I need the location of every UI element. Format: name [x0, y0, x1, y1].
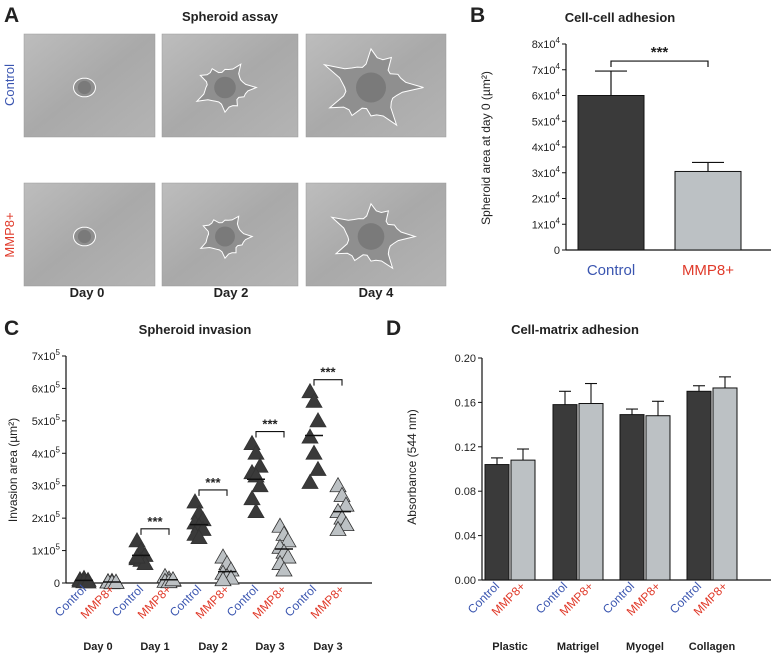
x-tick-label: Control [587, 262, 635, 279]
panel-d-ylabel: Absorbance (544 nm) [405, 409, 419, 524]
y-tick-label: 1x105 [32, 543, 61, 558]
panel-b-title: Cell-cell adhesion [565, 10, 676, 25]
y-tick-label: 0.08 [455, 486, 476, 498]
x-tick-label: MMP8+ [682, 262, 734, 279]
bar-collagen-mmp8 [712, 387, 738, 581]
y-tick-label: 8x104 [532, 36, 561, 51]
point-control [301, 473, 319, 489]
significance-label: *** [651, 44, 669, 61]
chart-b: 0 1x104 2x104 3x104 4x104 5x104 6x104 7x104 8x10… [532, 36, 771, 279]
significance-label: *** [262, 417, 278, 432]
y-tick-label: 0.12 [455, 442, 476, 454]
y-tick-label: 0.16 [455, 397, 476, 409]
panel-letter-d: D [386, 317, 401, 340]
panel-letter-a: A [4, 4, 19, 27]
panel-c-title: Spheroid invasion [139, 322, 252, 337]
y-tick-label: 4x105 [32, 445, 61, 460]
panel-d-title: Cell-matrix adhesion [511, 322, 639, 337]
chart-c: 01x1052x1053x1054x1055x1056x1057x105Cont… [32, 348, 372, 653]
significance-bracket [140, 528, 170, 535]
y-tick-label: 0.00 [455, 575, 476, 587]
bar-matrigel-control [552, 404, 578, 581]
y-tick-label: 2x105 [32, 510, 61, 525]
spheroid-core [77, 80, 92, 95]
day-label-2: Day 2 [214, 285, 249, 300]
category-label: Collagen [689, 641, 736, 653]
y-tick-label: 0.20 [455, 353, 476, 365]
panel-letter-b: B [470, 4, 485, 27]
point-control [247, 502, 265, 519]
bar-myogel-control [619, 414, 645, 581]
point-control [243, 489, 261, 506]
spheroid-core [215, 226, 235, 247]
group-label: Day 3 [255, 641, 284, 653]
point-mmp8 [164, 570, 182, 587]
y-tick-label: 2x104 [532, 191, 561, 206]
bar-control [577, 95, 645, 251]
significance-label: *** [320, 365, 336, 380]
spheroid-core [214, 76, 236, 99]
point-mmp8 [329, 520, 347, 536]
chart-d: 0.000.040.080.120.160.20ControlMMP8+Plas… [455, 353, 771, 653]
point-mmp8 [279, 532, 297, 548]
significance-bracket [313, 379, 343, 386]
point-control [251, 476, 269, 493]
bar-myogel-mmp8 [645, 415, 671, 581]
panel-c-ylabel: Invasion area (µm²) [6, 418, 20, 522]
bar-mmp8 [674, 170, 742, 251]
day-label-4: Day 4 [359, 285, 394, 300]
category-label: Myogel [626, 641, 664, 653]
y-tick-label: 7x104 [532, 62, 561, 77]
y-tick-label: 3x105 [32, 478, 61, 493]
panel-letter-c: C [4, 317, 19, 340]
panel-b-ylabel: Spheroid area at day 0 (µm²) [479, 71, 493, 225]
y-tick-label: 0 [54, 578, 60, 590]
y-tick-label: 6x104 [532, 88, 561, 103]
group-label: Day 2 [198, 641, 227, 653]
y-tick-label: 5x104 [532, 113, 561, 128]
point-control [309, 460, 327, 476]
y-tick-label: 6x105 [32, 380, 61, 395]
spheroid-core [77, 229, 92, 244]
micrograph-grid [23, 33, 447, 287]
point-control [305, 444, 323, 460]
bar-matrigel-mmp8 [578, 403, 604, 581]
significance-bracket [198, 489, 228, 496]
group-label: Day 0 [83, 641, 112, 653]
day-label-0: Day 0 [70, 285, 105, 300]
point-mmp8 [279, 548, 297, 564]
y-tick-label: 7x105 [32, 348, 61, 363]
row-label-mmp8: MMP8+ [2, 212, 17, 257]
y-tick-label: 0 [554, 245, 560, 257]
significance-bracket [255, 431, 285, 438]
y-tick-label: 3x104 [532, 165, 561, 180]
point-mmp8 [275, 561, 293, 577]
bar-collagen-control [686, 390, 712, 581]
point-control [305, 392, 323, 408]
y-tick-label: 0.04 [455, 531, 476, 543]
significance-label: *** [147, 514, 163, 529]
bar-plastic-mmp8 [510, 459, 536, 581]
spheroid-core [357, 223, 385, 250]
group-label: Day 1 [140, 641, 169, 653]
spheroid-core [356, 72, 386, 103]
y-tick-label: 1x104 [532, 216, 561, 231]
significance-bracket [610, 60, 709, 68]
panel-a-title: Spheroid assay [182, 9, 279, 24]
y-tick-label: 4x104 [532, 139, 561, 154]
category-label: Plastic [492, 641, 527, 653]
point-control [247, 444, 265, 460]
point-control [186, 493, 204, 509]
row-label-control: Control [2, 64, 17, 106]
category-label: Matrigel [557, 641, 599, 653]
point-control [190, 528, 208, 544]
point-mmp8 [214, 570, 232, 587]
group-label: Day 3 [313, 641, 342, 653]
y-tick-label: 5x105 [32, 413, 61, 428]
point-mmp8 [337, 515, 355, 532]
point-control [309, 412, 327, 428]
significance-label: *** [205, 475, 221, 490]
bar-plastic-control [484, 464, 510, 581]
